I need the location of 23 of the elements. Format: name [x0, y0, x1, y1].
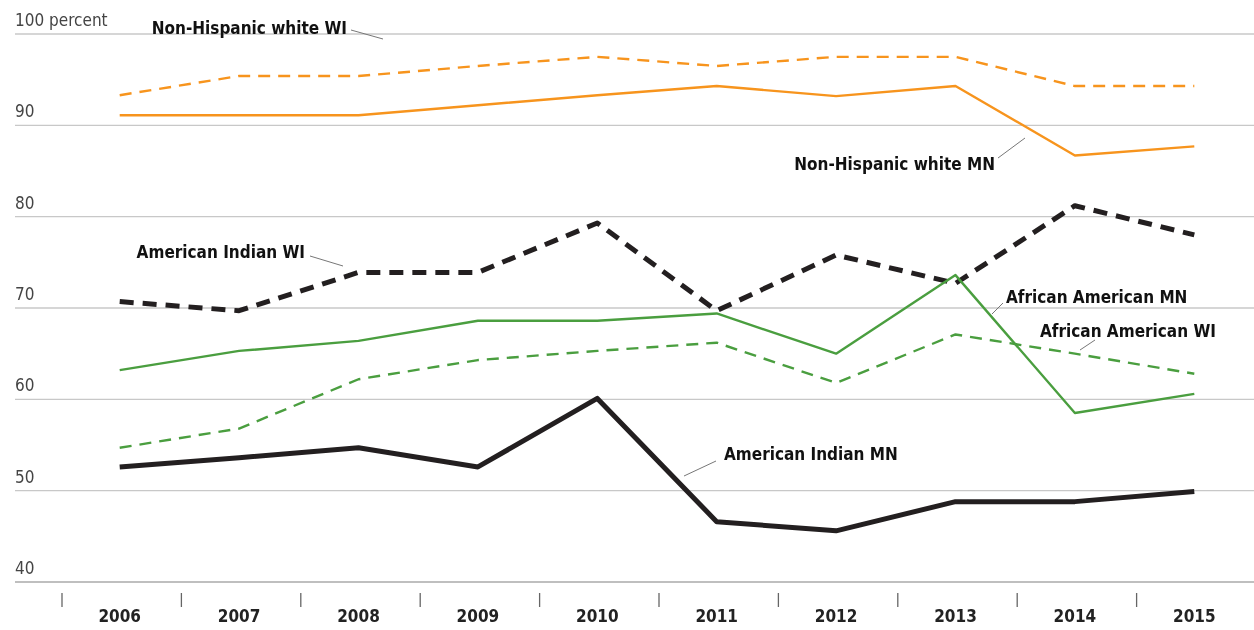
series-label: American Indian WI: [136, 242, 305, 262]
x-tick-label: 2006: [98, 606, 141, 626]
y-tick-label: 70: [15, 284, 35, 304]
x-tick-label: 2008: [337, 606, 380, 626]
series-label: African American WI: [1040, 321, 1216, 341]
text: Non-Hispanic white MN: [794, 154, 995, 174]
y-tick-label: 40: [15, 558, 35, 578]
x-tick-label: 2007: [217, 606, 261, 626]
x-tick-label: 2014: [1053, 606, 1097, 626]
text: American Indian MN: [724, 444, 898, 464]
text: Non-Hispanic white WI: [151, 18, 347, 38]
x-tick-label: 2012: [814, 606, 858, 626]
y-tick-label: 60: [15, 375, 35, 396]
y-tick-label: 90: [15, 101, 35, 122]
x-tick-label: 2009: [456, 606, 500, 626]
y-tick-label: 100 percent: [15, 10, 108, 30]
x-tick-label: 2010: [576, 606, 619, 626]
y-tick-label: 80: [15, 192, 35, 213]
x-tick-label: 2011: [695, 606, 738, 626]
x-tick-label: 2013: [934, 606, 977, 626]
y-tick-label: 50: [15, 466, 35, 487]
x-tick-label: 2015: [1173, 606, 1216, 626]
series-label: African American MN: [1006, 287, 1188, 307]
